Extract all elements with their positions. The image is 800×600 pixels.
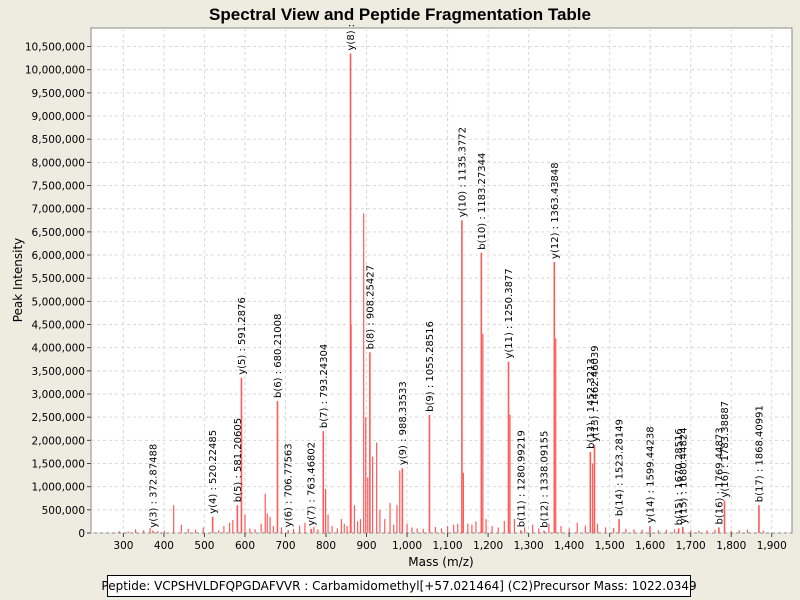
peak-annotation-label: b(12) : 1338.09155 [540,431,551,528]
peak-annotation-label: b(16) : 1769.44873 [714,427,725,524]
peak-annotation-label: y(8) : [346,24,357,51]
x-tick-label: 800 [316,540,336,552]
y-tick-label: 5,500,000 [32,273,85,285]
peak-labels: y(3) : 372.87488 y(4) : 520.22485 b(5) : 5… [148,24,765,528]
y-tick-label: 7,000,000 [32,204,85,216]
y-tick-label: 6,000,000 [32,250,85,262]
y-tick-label: 3,500,000 [32,366,85,378]
x-tick-label: 1,900 [757,540,787,552]
x-tick-label: 700 [275,540,295,552]
y-tick-label: 5,000,000 [32,296,85,308]
peak-annotation-label: y(11) : 1250.3877 [504,268,515,358]
peak-annotation-label: b(13) : 1452.3213 [586,358,597,449]
x-tick-label: 1,100 [433,540,463,552]
peak-annotation-label: y(9) : 988.33533 [398,381,409,465]
x-tick-label: 1,300 [514,540,544,552]
y-tick-label: 7,500,000 [32,181,85,193]
peak-annotation-label: y(16) : 1783.38887 [720,401,731,498]
peak-annotation-label: y(13) : 1462.46039 [590,345,601,442]
grid-lines [91,28,792,534]
x-tick-label: 300 [113,540,133,552]
peak-annotation-label: b(5) : 581.20605 [233,418,244,502]
peak-annotation-label: b(10) : 1183.27344 [477,153,488,250]
peak-annotation-label: y(12) : 1363.43848 [550,162,561,259]
peak-annotation-label: b(6) : 680.21008 [273,314,284,398]
peptide-info-box: Peptide: VCPSHVLDFQPGDAFVVR : Carbamidom… [101,575,697,597]
peak-annotation-label: b(7) : 793.24304 [319,344,330,428]
y-tick-label: 9,500,000 [32,88,85,100]
y-tick-label: 10,500,000 [25,42,85,54]
peak-annotation-label: b(17) : 1868.40991 [754,405,765,502]
y-tick-label: 9,000,000 [32,111,85,123]
peptide-text: Peptide: VCPSHVLDFQPGDAFVVR : Carbamidom… [101,579,534,593]
x-tick-label: 900 [357,540,377,552]
peak-bars [118,53,765,533]
x-tick-label: 1,200 [473,540,503,552]
x-tick-label: 1,500 [595,540,625,552]
peak-annotation-label: b(11) : 1280.99219 [516,430,527,527]
peak-annotation-label: y(14) : 1599.44238 [645,426,656,523]
x-tick-label: 1,400 [554,540,584,552]
peak-annotation-label: y(6) : 706.77563 [284,443,295,527]
peak-annotation-label: y(5) : 591.2876 [237,297,248,375]
peak-annotation-label: y(7) : 763.46802 [307,442,318,526]
y-tick-label: 1,500,000 [32,459,85,471]
x-tick-label: 1,800 [716,540,746,552]
x-axis-label: Mass (m/z) [408,555,473,569]
y-tick-label: 2,500,000 [32,412,85,424]
peak-annotation-label: y(4) : 520.22485 [208,430,219,514]
y-tick-label: 6,500,000 [32,227,85,239]
x-tick-label: 1,600 [635,540,665,552]
y-tick-label: 4,000,000 [32,343,85,355]
peak-annotation-label: y(10) : 1135.3772 [457,127,468,217]
precursor-mass-text: Precursor Mass: 1022.0349 [533,579,697,593]
y-tick-label: 10,000,000 [25,65,85,77]
y-tick-label: 0 [78,528,85,540]
y-tick-label: 1,000,000 [32,482,85,494]
peak-annotation-label: b(9) : 1055.28516 [425,321,436,412]
y-axis-ticks: 0 500,000 1,000,000 1,500,000 2,000,000 2,500… [25,42,91,540]
peak-annotation-label: b(8) : 908.25427 [365,265,376,349]
x-tick-label: 600 [235,540,255,552]
y-tick-label: 2,000,000 [32,435,85,447]
peak-annotation-label: y(3) : 372.87488 [148,444,159,528]
plot-area [90,27,793,534]
x-tick-label: 500 [194,540,214,552]
peak-annotation-label: y(15) : 1680.44824 [678,427,689,524]
x-tick-label: 1,000 [392,540,422,552]
peak-annotation-label: b(14) : 1523.28149 [615,419,626,516]
y-tick-label: 8,000,000 [32,157,85,169]
x-tick-label: 1,700 [676,540,706,552]
y-tick-label: 4,500,000 [32,320,85,332]
x-axis-ticks: 300 400 500 600 700 800 900 1,000 1,100 1,200 1,30… [113,533,787,552]
y-tick-label: 3,000,000 [32,389,85,401]
peak-annotation-label: b(15) : 1670.28516 [674,428,685,525]
chart-title: Spectral View and Peptide Fragmentation … [209,5,591,24]
y-tick-label: 8,500,000 [32,134,85,146]
y-axis-label: Peak Intensity [11,238,25,323]
y-tick-label: 500,000 [42,505,85,517]
x-tick-label: 400 [154,540,174,552]
